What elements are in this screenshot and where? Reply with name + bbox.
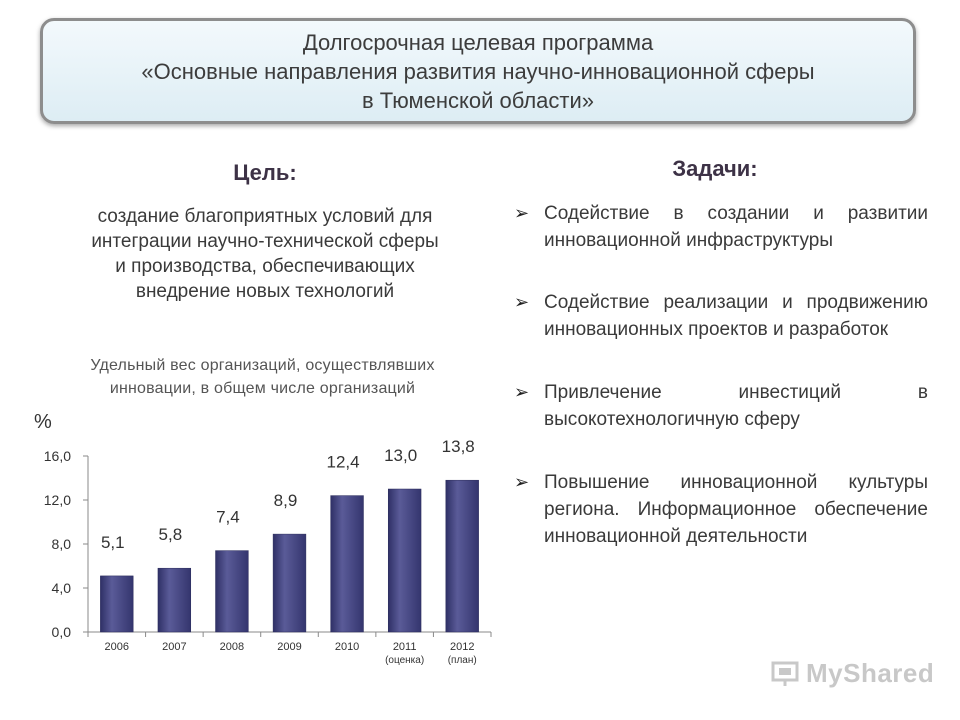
bar-value-label: 13,8 — [442, 437, 475, 456]
program-title-box: Долгосрочная целевая программа «Основные… — [40, 18, 916, 124]
arrow-bullet-icon: ➢ — [514, 382, 530, 402]
y-tick-label: 16,0 — [44, 448, 71, 464]
y-tick-label: 0,0 — [52, 624, 72, 640]
x-tick-label: 2008 — [220, 641, 244, 653]
task-text: Повышение инновационной культуры региона… — [544, 472, 928, 547]
bar — [445, 479, 479, 633]
bar-value-label: 5,1 — [101, 533, 125, 552]
y-axis-label: % — [34, 411, 52, 433]
y-tick-label: 8,0 — [52, 536, 72, 552]
task-list: ➢ Содействие в создании и развитии иннов… — [510, 200, 928, 550]
goal-line: внедрение новых технологий — [135, 281, 395, 302]
chart-caption-line-1: Удельный вес организаций, осуществлявших — [90, 357, 435, 374]
arrow-bullet-icon: ➢ — [514, 472, 530, 492]
chart-caption-line-2: инновации, в общем числе организаций — [109, 380, 416, 397]
arrow-bullet-icon: ➢ — [514, 292, 530, 312]
chart-caption: Удельный вес организаций, осуществлявших… — [25, 354, 500, 400]
x-tick-label: 2012 — [450, 641, 474, 653]
goal-line: создание благоприятных условий для — [97, 206, 433, 227]
task-item: ➢ Повышение инновационной культуры регио… — [510, 469, 928, 550]
task-text: Содействие реализации и продвижению инно… — [544, 292, 928, 340]
goal-text: создание благоприятных условий для интег… — [35, 204, 495, 304]
program-title-line-1: Долгосрочная целевая программа — [302, 30, 654, 55]
program-title-line-3: в Тюменской области» — [361, 88, 595, 113]
program-title-line-2: «Основные направления развития научно-ин… — [141, 59, 815, 84]
watermark-text: MyShared — [806, 658, 935, 688]
tasks-heading: Задачи: — [672, 156, 758, 181]
x-tick-label: 2010 — [335, 641, 359, 653]
x-tick-label: 2007 — [162, 641, 186, 653]
bar — [215, 550, 249, 633]
task-text: Привлечение инвестиций в высокотехнологи… — [544, 382, 928, 430]
x-tick-label: (оценка) — [385, 655, 424, 666]
bar — [272, 533, 307, 633]
task-item: ➢ Содействие в создании и развитии иннов… — [510, 200, 928, 254]
x-tick-label: (план) — [448, 655, 477, 666]
bar-value-label: 12,4 — [327, 453, 360, 472]
goal-line: интеграции научно-технической сферы — [91, 231, 439, 252]
myshared-watermark: MyShared — [768, 656, 934, 692]
bar-value-label: 8,9 — [274, 491, 298, 510]
bar — [157, 567, 192, 633]
x-tick-label: 2006 — [105, 641, 129, 653]
x-tick-label: 2009 — [277, 641, 301, 653]
x-tick-label: 2011 — [393, 641, 417, 653]
goal-heading: Цель: — [233, 160, 297, 185]
y-tick-label: 4,0 — [52, 580, 72, 596]
y-tick-label: 12,0 — [44, 492, 71, 508]
bar — [387, 488, 422, 633]
presentation-icon — [771, 661, 799, 686]
task-text: Содействие в создании и развитии инновац… — [544, 203, 928, 251]
task-item: ➢ Привлечение инвестиций в высокотехноло… — [510, 379, 928, 433]
arrow-bullet-icon: ➢ — [514, 203, 530, 223]
bar-value-label: 13,0 — [384, 446, 417, 465]
bar-value-label: 7,4 — [216, 508, 240, 527]
bar — [100, 575, 134, 633]
bar-value-label: 5,8 — [159, 525, 183, 544]
goal-line: и производства, обеспечивающих — [115, 256, 415, 277]
task-item: ➢ Содействие реализации и продвижению ин… — [510, 289, 928, 343]
bar — [330, 495, 364, 633]
